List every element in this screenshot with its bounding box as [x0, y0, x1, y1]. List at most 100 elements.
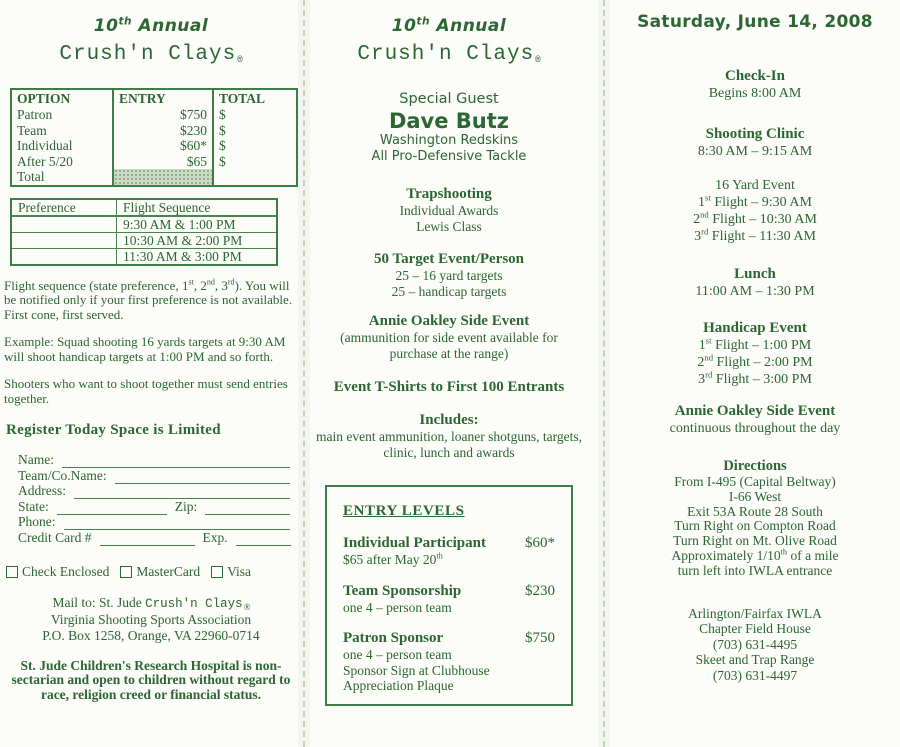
header-preference: Preference	[10, 198, 117, 217]
mail-to-line1: Mail to: St. Jude Crush'n Clays®	[52, 594, 251, 612]
middle-brand-title: Crush'n Clays®	[316, 43, 582, 66]
preference-write-in-cell[interactable]	[10, 231, 117, 249]
section-title: Check-In	[724, 68, 785, 84]
payment-option-mastercard: MasterCard	[120, 564, 200, 580]
header-flight-sequence: Flight Sequence	[116, 198, 278, 217]
flight-row: 9:30 AM & 1:00 PM	[10, 215, 278, 233]
entry-detail: one 4 – person team	[343, 647, 452, 662]
schedule-checkin: Check-In Begins 8:00 AM	[616, 68, 894, 102]
entry-levels-box: ENTRY LEVELS Individual Participant $60*…	[325, 485, 573, 706]
zip-field[interactable]	[205, 502, 290, 515]
schedule-line: Begins 8:00 AM	[708, 86, 802, 101]
entry-price: $60*	[525, 535, 555, 551]
preference-write-in-cell[interactable]	[10, 215, 117, 233]
table-row: Team $230 $	[11, 122, 297, 138]
target-event-heading: 50 Target Event/Person	[374, 251, 524, 267]
directions-line: Turn Right on Compton Road	[674, 518, 836, 534]
schedule-line: 2nd Flight – 2:00 PM	[697, 352, 813, 370]
zip-label: Zip:	[174, 498, 198, 514]
special-guest-label: Special Guest	[399, 91, 499, 107]
contact-line: (703) 631-4495	[712, 636, 798, 652]
schedule-handicap-event: Handicap Event 1st Flight – 1:00 PM 2nd …	[616, 320, 894, 388]
schedule-shooting-clinic: Shooting Clinic 8:30 AM – 9:15 AM	[616, 126, 894, 160]
directions-block: Directions From I-495 (Capital Beltway) …	[616, 458, 894, 579]
table-row: After 5/20 $65 $	[11, 153, 297, 169]
entry-detail: $65 after May 20th	[343, 551, 443, 567]
annie-oakley-note: (ammunition for side event available for…	[340, 330, 558, 361]
guest-title: All Pro-Defensive Tackle	[371, 149, 527, 164]
schedule-annie-oakley: Annie Oakley Side Event continuous throu…	[616, 403, 894, 437]
schedule-lunch: Lunch 11:00 AM – 1:30 PM	[616, 266, 894, 300]
state-label: State:	[18, 498, 49, 514]
fold-line-right	[598, 0, 610, 747]
schedule-line: 1st Flight – 9:30 AM	[698, 192, 812, 210]
brand-name: Crush'n Clays	[145, 596, 243, 611]
credit-card-field[interactable]	[99, 533, 195, 546]
name-label: Name:	[18, 452, 54, 468]
entry-detail: one 4 – person team	[343, 599, 452, 615]
section-title: Handicap Event	[703, 320, 807, 336]
entry-level-item-patron: Patron Sponsor $750 one 4 – person team …	[343, 630, 555, 694]
total-entry-write-in-cell[interactable]	[112, 169, 213, 186]
mail-to-block: Mail to: St. Jude Crush'n Clays® Virgini…	[4, 595, 298, 644]
registered-mark-icon: ®	[535, 55, 542, 65]
table-row: Patron $750 $	[11, 107, 297, 123]
phone-label: Phone:	[18, 514, 56, 530]
form-row-state-zip: State: Zip:	[18, 499, 290, 515]
mail-to-line2: Virginia Shooting Sports Association	[50, 611, 252, 627]
left-brand-title: Crush'n Clays®	[4, 43, 298, 66]
example-note: Example: Squad shooting 16 yards targets…	[4, 334, 286, 364]
brand-name: Crush'n Clays	[357, 43, 535, 66]
checkbox-check-enclosed[interactable]	[6, 565, 18, 578]
section-title: Lunch	[734, 266, 776, 282]
checkbox-mastercard[interactable]	[120, 565, 133, 578]
mail-to-line3: P.O. Box 1258, Orange, VA 22960-0714	[42, 627, 260, 643]
directions-line: Exit 53A Route 28 South	[687, 503, 823, 519]
contact-line: (703) 631-4497	[712, 667, 798, 683]
directions-line: Approximately 1/10th of a mile	[671, 547, 839, 563]
address-label: Address:	[18, 483, 66, 499]
form-row-team: Team/Co.Name:	[18, 468, 290, 484]
address-field[interactable]	[74, 486, 290, 500]
preference-write-in-cell[interactable]	[10, 247, 117, 265]
section-title: Annie Oakley Side Event	[674, 403, 836, 419]
payment-option-check: Check Enclosed	[6, 564, 109, 580]
entry-name: Individual Participant	[343, 535, 486, 551]
directions-line: Turn Right on Mt. Olive Road	[673, 533, 837, 549]
schedule-line: 11:00 AM – 1:30 PM	[695, 284, 815, 299]
registered-mark-icon: ®	[243, 601, 251, 612]
phone-field[interactable]	[63, 517, 290, 531]
non-sectarian-statement: St. Jude Children's Research Hospital is…	[11, 657, 291, 703]
state-field[interactable]	[56, 502, 167, 515]
payment-option-visa: Visa	[211, 564, 251, 580]
annie-oakley-heading: Annie Oakley Side Event	[368, 313, 530, 329]
schedule-16-yard-event: 16 Yard Event 1st Flight – 9:30 AM 2nd F…	[616, 177, 894, 245]
panel-registration: 10th Annual Crush'n Clays® OPTION ENTRY …	[4, 16, 298, 703]
form-row-name: Name:	[18, 452, 290, 469]
schedule-line: 2nd Flight – 10:30 AM	[693, 209, 817, 227]
contact-block: Arlington/Fairfax IWLA Chapter Field Hou…	[616, 606, 894, 684]
table-header-row: OPTION ENTRY TOTAL	[11, 89, 297, 107]
panel-event-details: 10th Annual Crush'n Clays® Special Guest…	[316, 16, 582, 706]
section-title: Directions	[723, 458, 787, 474]
entry-detail: Sponsor Sign at Clubhouse	[343, 662, 490, 678]
registered-mark-icon: ®	[237, 55, 244, 65]
includes-text: main event ammunition, loaner shotguns, …	[316, 429, 582, 460]
directions-line: turn left into IWLA entrance	[677, 562, 833, 578]
exp-field[interactable]	[235, 533, 291, 546]
entry-name: Patron Sponsor	[343, 630, 444, 646]
schedule-line: 1st Flight – 1:00 PM	[698, 335, 812, 353]
checkbox-visa[interactable]	[211, 565, 224, 578]
entry-price: $750	[525, 630, 555, 646]
section-title: 16 Yard Event	[715, 178, 795, 193]
header-entry: ENTRY	[112, 89, 213, 107]
team-label: Team/Co.Name:	[18, 467, 107, 483]
team-field[interactable]	[114, 471, 290, 484]
schedule-line: 3rd Flight – 11:30 AM	[694, 226, 816, 244]
name-field[interactable]	[62, 455, 290, 469]
guest-name: Dave Butz	[388, 109, 510, 133]
section-title: Shooting Clinic	[705, 126, 805, 142]
visa-label: Visa	[227, 563, 252, 579]
entry-levels-heading: ENTRY LEVELS	[343, 503, 465, 519]
check-enclosed-label: Check Enclosed	[22, 563, 110, 579]
